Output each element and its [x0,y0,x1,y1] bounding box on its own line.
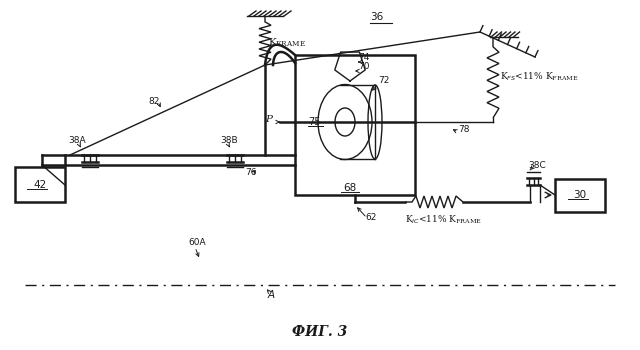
Text: 68: 68 [344,183,356,193]
Bar [15,167,65,202]
Text: K$_{\mathit{FS}}$<11% K$_{\mathregular{FRAME}}$: K$_{\mathit{FS}}$<11% K$_{\mathregular{F… [500,71,578,83]
Text: A: A [268,290,275,300]
Bar [295,55,415,195]
Text: 78: 78 [458,125,470,134]
Text: 60A: 60A [188,238,205,247]
Text: 72: 72 [378,76,389,85]
Text: 74: 74 [358,53,369,62]
Text: 62: 62 [365,213,376,222]
Bar [555,179,605,212]
Text: K$_{\mathit{IC}}$<11% K$_{\mathregular{FRAME}}$: K$_{\mathit{IC}}$<11% K$_{\mathregular{F… [405,214,482,226]
Text: 30: 30 [573,190,587,200]
Text: K$_{\mathregular{FRAME}}$: K$_{\mathregular{FRAME}}$ [268,37,306,49]
Text: 75: 75 [308,117,321,127]
Text: 76: 76 [245,168,257,177]
Text: ФИГ. 3: ФИГ. 3 [292,325,348,339]
Text: 38B: 38B [220,136,237,145]
Text: 42: 42 [33,180,47,190]
Text: 36: 36 [370,12,383,22]
Text: P: P [265,116,272,125]
Text: 38C: 38C [528,161,546,170]
Text: 38A: 38A [68,136,86,145]
Text: 82: 82 [148,98,159,106]
Text: 70: 70 [358,62,369,71]
